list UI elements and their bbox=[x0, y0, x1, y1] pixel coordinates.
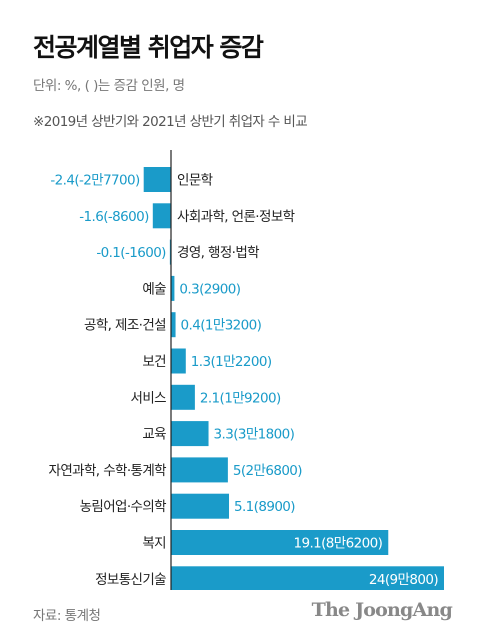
bar bbox=[171, 312, 176, 338]
bar bbox=[171, 384, 195, 410]
category-label: 정보통신기술 bbox=[95, 572, 166, 588]
category-label: 자연과학, 수학·통계학 bbox=[49, 463, 167, 479]
category-label: 인문학 bbox=[177, 173, 213, 189]
value-label: 3.3(3만1800) bbox=[214, 427, 295, 443]
category-label: 농림어업·수의학 bbox=[80, 499, 167, 515]
bar bbox=[171, 530, 389, 555]
bar bbox=[171, 348, 186, 374]
value-label: -2.4(-2만7700) bbox=[50, 173, 140, 189]
value-label: 1.3(1만2200) bbox=[191, 354, 272, 370]
category-label: 복지 bbox=[142, 536, 166, 552]
bar bbox=[171, 493, 230, 519]
bar bbox=[152, 203, 171, 229]
category-label: 예술 bbox=[142, 281, 166, 297]
category-label: 교육 bbox=[142, 427, 166, 443]
publisher-logo: The JoongAng bbox=[311, 599, 453, 621]
category-label: 보건 bbox=[142, 354, 166, 370]
unit-note: 단위: %, ( )는 증감 인원, 명 bbox=[33, 78, 185, 94]
source-label: 자료: 통계청 bbox=[33, 608, 101, 624]
value-label: 2.1(1만9200) bbox=[200, 390, 281, 406]
bar-chart: 인문학 -2.4(-2만7700) 사회과학, 언론·정보학 -1.6(-8600) 경… bbox=[49, 150, 444, 590]
value-label: 5(2만6800) bbox=[233, 463, 302, 479]
bar bbox=[171, 566, 444, 590]
bar bbox=[171, 457, 228, 483]
value-label: -1.6(-8600) bbox=[79, 209, 149, 225]
value-label: 0.3(2900) bbox=[179, 281, 240, 297]
category-label: 서비스 bbox=[131, 390, 167, 406]
value-label: 24(9만800) bbox=[369, 572, 438, 588]
chart-title: 전공계열별 취업자 증감 bbox=[33, 33, 264, 62]
value-label: 0.4(1만3200) bbox=[181, 318, 262, 334]
bar bbox=[143, 167, 171, 192]
category-label: 경영, 행정·법학 bbox=[177, 245, 259, 261]
bar bbox=[171, 421, 209, 447]
value-label: 5.1(8900) bbox=[234, 499, 295, 515]
value-label: 19.1(8만6200) bbox=[293, 536, 382, 552]
category-label: 공학, 제조·건설 bbox=[84, 318, 166, 334]
category-label: 사회과학, 언론·정보학 bbox=[177, 209, 295, 225]
comparison-note: ※2019년 상반기와 2021년 상반기 취업자 수 비교 bbox=[33, 114, 308, 130]
bar bbox=[171, 275, 175, 301]
value-label: -0.1(-1600) bbox=[96, 245, 166, 261]
